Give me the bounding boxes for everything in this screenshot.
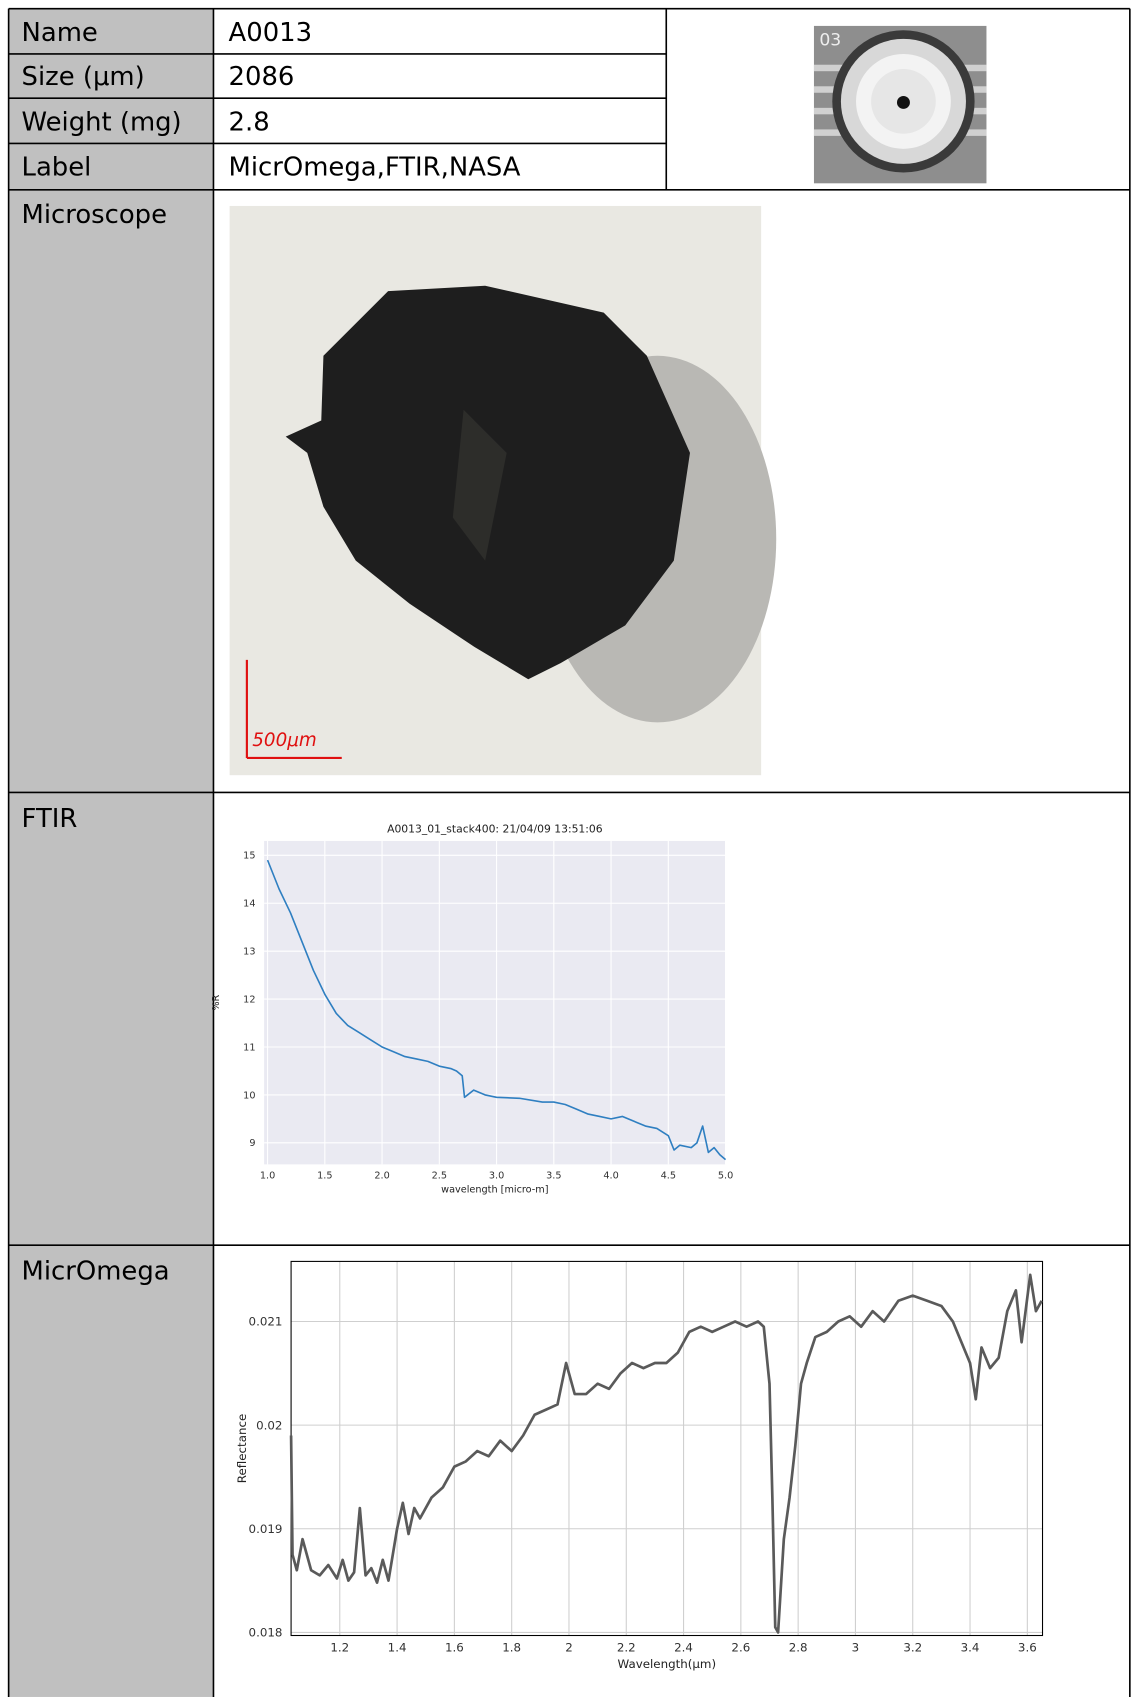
- x-tick-label: 3: [852, 1641, 860, 1655]
- x-axis-label: Wavelength(μm): [618, 1657, 717, 1671]
- scale-bar-label: 500μm: [252, 730, 316, 751]
- x-tick-label: 2.5: [432, 1170, 447, 1181]
- thumbnail-label: 03: [819, 30, 841, 50]
- table-rules: [7, 7, 1131, 1697]
- x-tick-label: 2.0: [374, 1170, 389, 1181]
- y-tick-label: 0.02: [256, 1418, 282, 1432]
- y-tick-label: 0.018: [249, 1626, 283, 1640]
- thumbnail: 03: [813, 25, 987, 184]
- y-axis-label: %R: [211, 994, 222, 1010]
- data-line: [266, 859, 727, 1161]
- field-label: Weight (mg): [22, 107, 182, 137]
- x-tick-label: 1.2: [330, 1641, 349, 1655]
- x-tick-label: 3.2: [903, 1641, 922, 1655]
- x-tick-label: 3.6: [1018, 1641, 1037, 1655]
- field-value: MicrOmega,FTIR,NASA: [229, 153, 521, 183]
- x-tick-label: 4.0: [603, 1170, 618, 1181]
- y-tick-label: 0.019: [249, 1522, 283, 1536]
- field-value: 2086: [229, 62, 295, 92]
- chart-title: A0013_01_stack400: 21/04/09 13:51:06: [387, 822, 603, 835]
- y-tick-label: 10: [243, 1090, 255, 1101]
- plot-background: [291, 1261, 1043, 1636]
- x-tick-label: 2.8: [789, 1641, 808, 1655]
- x-tick-label: 1.6: [445, 1641, 464, 1655]
- field-value: A0013: [229, 18, 313, 48]
- x-tick-label: 4.5: [661, 1170, 676, 1181]
- x-tick-label: 1.0: [260, 1170, 275, 1181]
- field-label: Size (μm): [22, 62, 145, 92]
- x-tick-label: 2.4: [674, 1641, 693, 1655]
- y-tick-label: 12: [243, 994, 255, 1005]
- x-tick-label: 5.0: [718, 1170, 733, 1181]
- field-value: 2.8: [229, 107, 270, 137]
- y-tick-label: 11: [243, 1042, 255, 1053]
- section-label: FTIR: [22, 804, 78, 834]
- microscope-photo: 500μm: [229, 205, 777, 776]
- x-axis-label: wavelength [micro-m]: [441, 1184, 548, 1195]
- y-axis-label: Reflectance: [235, 1414, 249, 1483]
- section-label: Microscope: [22, 200, 167, 230]
- y-tick-label: 14: [243, 899, 255, 910]
- field-label: Name: [22, 18, 98, 48]
- x-tick-label: 3.5: [546, 1170, 561, 1181]
- x-tick-label: 1.4: [388, 1641, 407, 1655]
- x-tick-label: 3.0: [489, 1170, 504, 1181]
- x-tick-label: 2.2: [617, 1641, 636, 1655]
- x-tick-label: 2.6: [731, 1641, 750, 1655]
- x-tick-label: 1.5: [317, 1170, 332, 1181]
- x-tick-label: 2: [565, 1641, 573, 1655]
- field-label: Label: [22, 153, 92, 183]
- y-tick-label: 0.021: [249, 1315, 283, 1329]
- data-line: [289, 1273, 1043, 1634]
- y-tick-label: 9: [249, 1138, 255, 1149]
- y-tick-label: 13: [243, 947, 255, 958]
- charts: 1.0 1.5 2.0 2.5 3.0 3.5 4.0 4.5 5.0 9 10 11 12 13 14 15…: [211, 822, 1044, 1671]
- x-tick-label: 1.8: [502, 1641, 521, 1655]
- label-column: [8, 8, 214, 1697]
- section-label: MicrOmega: [22, 1257, 170, 1287]
- y-tick-label: 15: [243, 851, 255, 862]
- x-tick-label: 3.4: [961, 1641, 980, 1655]
- plot-background: [264, 840, 726, 1165]
